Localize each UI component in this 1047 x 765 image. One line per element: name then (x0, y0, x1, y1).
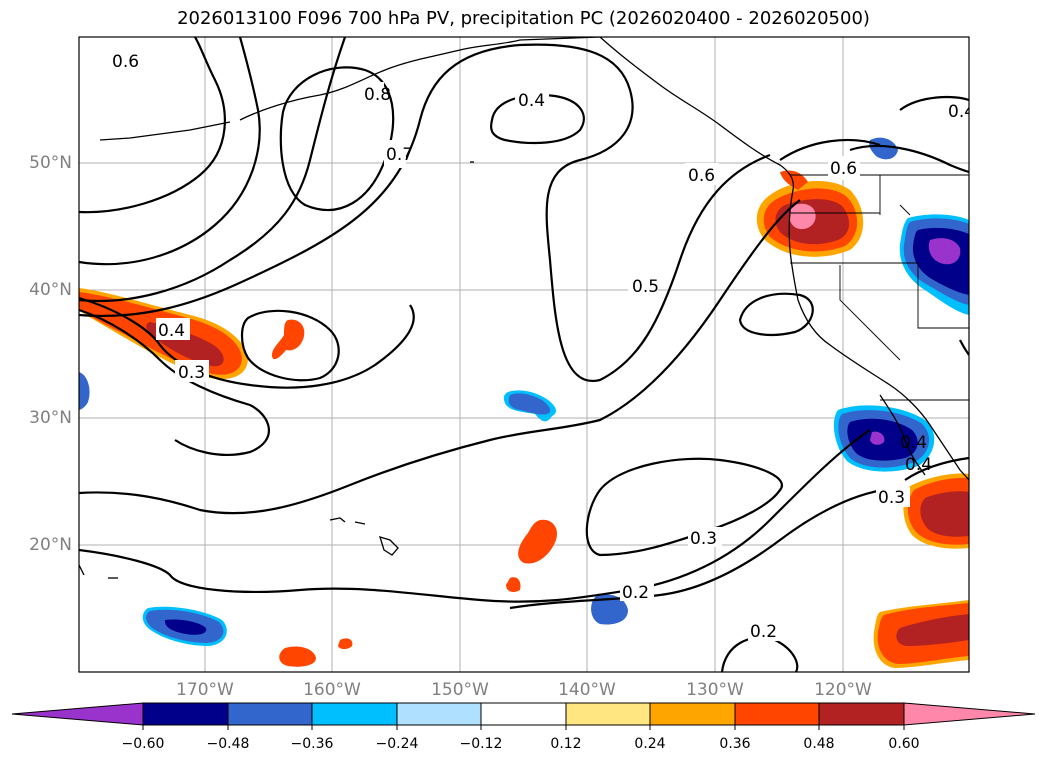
precip-positive-east-pacific (279, 473, 969, 668)
contour-label: 0.6 (688, 166, 715, 186)
colorbar-tick-label: 0.24 (634, 736, 666, 752)
state-borders (790, 174, 969, 401)
contour-label: 0.4 (518, 91, 545, 111)
colorbar-segment (396, 702, 482, 726)
contour-label: 0.8 (364, 85, 391, 105)
lon-label: 160°W (303, 680, 361, 700)
lon-label: 120°W (814, 680, 872, 700)
contour-label: 0.3 (690, 529, 717, 549)
colorbar-segment (480, 702, 567, 726)
lon-label: 140°W (558, 680, 616, 700)
lon-label: 150°W (431, 680, 489, 700)
colorbar-tick-label: −0.12 (459, 736, 503, 752)
gridlines (79, 37, 969, 672)
contour-label: 0.2 (750, 622, 777, 642)
colorbar-segment (565, 702, 651, 726)
contour-label: 0.4 (905, 455, 932, 475)
lat-label: 40°N (29, 280, 72, 300)
colorbar (11, 702, 1036, 730)
contour-label: 0.4 (158, 321, 185, 341)
colorbar-tick-label: 0.36 (719, 736, 751, 752)
lat-label: 30°N (29, 408, 72, 428)
lat-label: 20°N (29, 535, 72, 555)
colorbar-segment (818, 702, 905, 726)
colorbar-extend-min (11, 702, 144, 726)
colorbar-tick-label: −0.36 (290, 736, 334, 752)
colorbar-extend-max (903, 702, 1036, 726)
lat-label: 50°N (29, 153, 72, 173)
colorbar-tick-label: −0.24 (375, 736, 419, 752)
colorbar-segment (142, 702, 229, 726)
colorbar-segment (227, 702, 313, 726)
map-frame (78, 36, 970, 673)
map-title: 2026013100 F096 700 hPa PV, precipitatio… (177, 8, 870, 29)
colorbar-segment (734, 702, 820, 726)
colorbar-segment (649, 702, 736, 726)
contour-label: 0.3 (878, 488, 905, 508)
contour-label: 0.6 (830, 159, 857, 179)
colorbar-tick-label: 0.48 (803, 736, 835, 752)
colorbar-tick-label: −0.48 (206, 736, 250, 752)
colorbar-tick-label: 0.12 (550, 736, 582, 752)
contour-label: 0.7 (386, 145, 413, 165)
contour-label: 0.6 (112, 52, 139, 72)
coastlines (79, 37, 969, 579)
lon-label: 170°W (176, 680, 234, 700)
contour-label: 0.4 (948, 102, 975, 122)
precip-positive-wa-or (756, 170, 864, 257)
colorbar-segment (311, 702, 398, 726)
colorbar-tick-label: −0.60 (121, 736, 165, 752)
contour-label: 0.2 (622, 583, 649, 603)
lon-label: 130°W (686, 680, 744, 700)
contour-label: 0.4 (900, 433, 927, 453)
colorbar-tick-label: 0.60 (888, 736, 920, 752)
contour-label: 0.5 (632, 277, 659, 297)
precip-negative-areas (79, 137, 969, 646)
map-area: 0.6 0.8 0.7 0.4 0.6 0.5 0.6 0.4 0.3 0.3 … (79, 37, 975, 672)
contour-label: 0.3 (178, 363, 205, 383)
contour-labels: 0.6 0.8 0.7 0.4 0.6 0.5 0.6 0.4 0.3 0.3 … (110, 50, 975, 642)
